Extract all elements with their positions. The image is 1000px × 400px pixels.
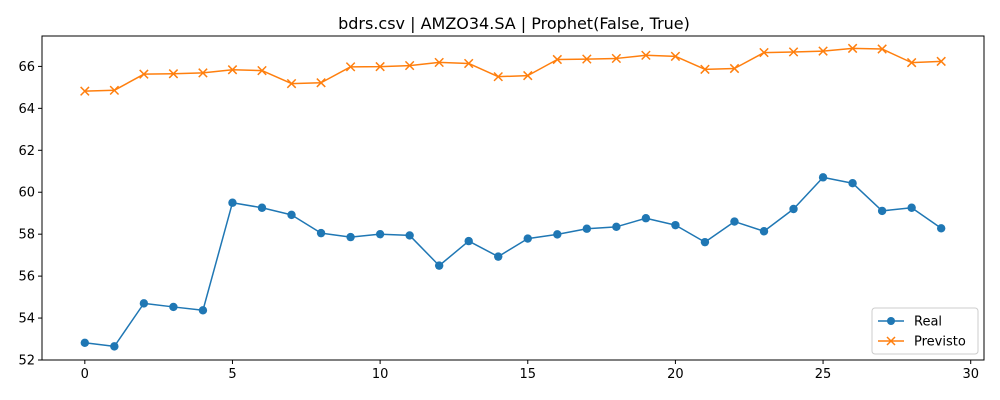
data-point-previsto bbox=[847, 43, 858, 54]
legend-marker-real bbox=[887, 317, 895, 325]
data-point-real bbox=[434, 261, 444, 270]
data-point-previsto bbox=[552, 54, 563, 65]
data-point-previsto bbox=[316, 78, 326, 88]
data-point-previsto bbox=[582, 54, 592, 64]
series-real bbox=[80, 173, 946, 351]
data-point-real bbox=[523, 234, 532, 243]
data-point-previsto bbox=[198, 68, 208, 78]
y-tick-label: 62 bbox=[18, 144, 35, 159]
data-point-real bbox=[198, 306, 208, 315]
data-point-real bbox=[375, 229, 385, 239]
y-tick-label: 64 bbox=[18, 102, 35, 117]
data-point-real bbox=[907, 203, 916, 212]
data-point-real bbox=[228, 198, 237, 207]
data-point-real bbox=[730, 217, 739, 226]
x-tick-label: 25 bbox=[815, 367, 832, 382]
x-tick-label: 30 bbox=[962, 367, 979, 382]
y-tick-label: 66 bbox=[18, 60, 35, 75]
legend-label-real: Real bbox=[914, 315, 942, 330]
data-point-previsto bbox=[759, 47, 769, 58]
legend-label-previsto: Previsto bbox=[914, 335, 966, 350]
chart-title: bdrs.csv | AMZO34.SA | Prophet(False, Tr… bbox=[338, 14, 690, 33]
legend-marker-previsto bbox=[886, 336, 896, 346]
data-point-previsto bbox=[109, 85, 120, 96]
plot-area bbox=[41, 35, 985, 361]
y-tick-label: 54 bbox=[18, 312, 35, 327]
data-point-real bbox=[818, 173, 828, 182]
data-point-previsto bbox=[493, 71, 503, 82]
legend-box bbox=[871, 307, 979, 355]
data-point-previsto bbox=[729, 63, 740, 74]
data-point-real bbox=[789, 204, 798, 214]
data-point-real bbox=[287, 210, 296, 220]
series-layer bbox=[80, 43, 946, 351]
data-point-previsto bbox=[788, 47, 799, 57]
data-point-previsto bbox=[936, 56, 946, 67]
data-point-previsto bbox=[345, 62, 356, 72]
data-point-real bbox=[553, 230, 562, 239]
data-point-previsto bbox=[257, 65, 267, 76]
data-point-previsto bbox=[611, 53, 622, 64]
y-axis: 52 54 56 58 60 62 64 66 bbox=[18, 60, 42, 369]
legend: Real Previsto bbox=[871, 307, 979, 355]
data-point-previsto bbox=[523, 70, 533, 81]
data-point-previsto bbox=[80, 86, 90, 96]
data-point-real bbox=[671, 220, 680, 230]
y-tick-label: 56 bbox=[18, 270, 35, 285]
data-point-real bbox=[346, 232, 355, 242]
data-point-real bbox=[877, 206, 887, 216]
series-line-real bbox=[84, 176, 942, 348]
x-tick-label: 15 bbox=[519, 367, 536, 382]
data-point-previsto bbox=[700, 64, 710, 75]
data-point-real bbox=[848, 179, 857, 188]
y-tick-label: 58 bbox=[18, 228, 35, 243]
data-point-previsto bbox=[286, 78, 297, 89]
data-point-real bbox=[759, 227, 769, 236]
data-point-previsto bbox=[906, 57, 917, 68]
x-tick-label: 0 bbox=[81, 367, 89, 382]
data-point-real bbox=[936, 224, 946, 233]
data-point-real bbox=[464, 236, 473, 246]
data-point-previsto bbox=[463, 58, 474, 69]
data-point-previsto bbox=[227, 65, 238, 75]
data-point-previsto bbox=[404, 60, 415, 71]
x-axis: 0 5 10 15 20 25 30 bbox=[81, 360, 979, 382]
data-point-real bbox=[405, 231, 414, 240]
data-point-real bbox=[582, 224, 592, 233]
data-point-previsto bbox=[818, 46, 828, 56]
x-tick-label: 20 bbox=[667, 367, 684, 382]
data-point-real bbox=[316, 228, 326, 238]
data-point-previsto bbox=[375, 61, 385, 72]
data-point-previsto bbox=[670, 51, 681, 62]
x-tick-label: 10 bbox=[372, 367, 389, 382]
data-point-previsto bbox=[168, 69, 179, 79]
data-point-previsto bbox=[434, 57, 444, 68]
x-tick-label: 5 bbox=[228, 367, 236, 382]
data-point-real bbox=[641, 214, 651, 223]
data-point-real bbox=[80, 338, 90, 348]
series-previsto bbox=[80, 43, 946, 96]
data-point-previsto bbox=[641, 50, 651, 61]
data-point-real bbox=[257, 203, 267, 212]
data-point-real bbox=[612, 222, 621, 232]
series-line-previsto bbox=[84, 47, 942, 92]
data-point-real bbox=[169, 302, 178, 312]
y-tick-label: 60 bbox=[18, 186, 35, 201]
data-point-previsto bbox=[877, 44, 887, 54]
data-point-real bbox=[139, 299, 149, 308]
data-point-real bbox=[494, 252, 503, 261]
data-point-real bbox=[700, 237, 710, 247]
data-point-real bbox=[110, 342, 119, 351]
y-tick-label: 52 bbox=[18, 354, 35, 369]
data-point-previsto bbox=[139, 69, 149, 79]
